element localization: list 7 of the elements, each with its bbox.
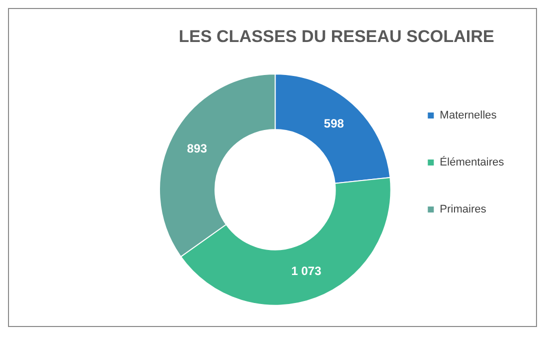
legend-label: Primaires: [440, 204, 487, 216]
data-label: 893: [187, 142, 208, 156]
chart-title: LES CLASSES DU RESEAU SCOLAIRE: [178, 26, 494, 46]
data-label: 598: [324, 116, 344, 131]
legend-label: Élémentaires: [440, 156, 504, 169]
legend-label: Maternelles: [440, 110, 498, 122]
data-label: 1 073: [291, 264, 322, 278]
